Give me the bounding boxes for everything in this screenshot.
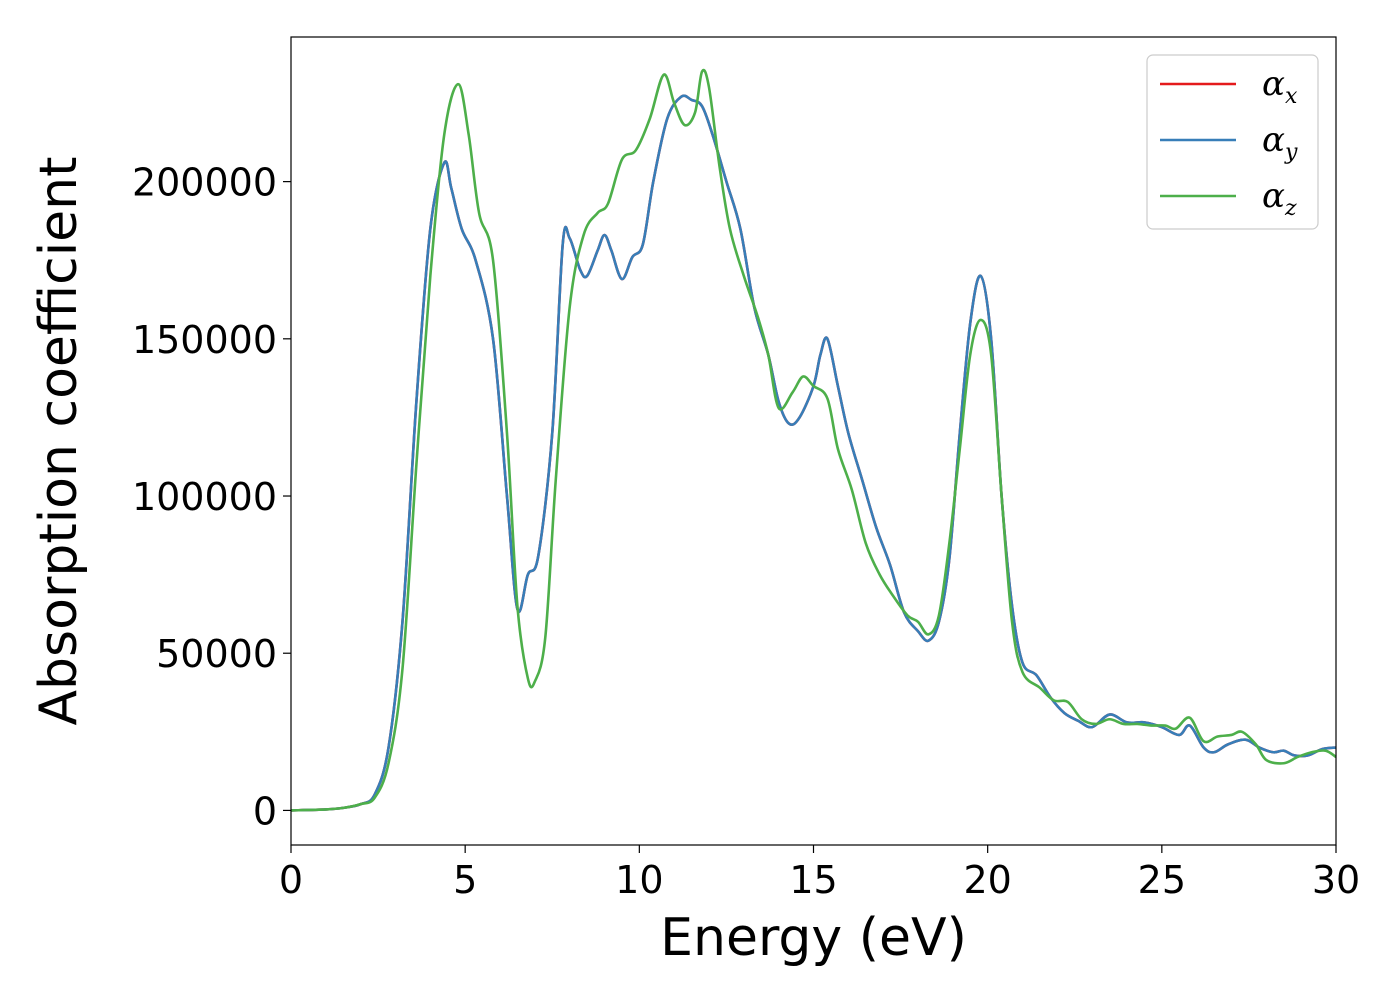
y-axis-label: Absorption coefficient <box>29 156 89 725</box>
y-axis-ticks: 0 50000 100000 150000 200000 <box>132 161 291 833</box>
x-tick-label: 10 <box>615 858 663 902</box>
legend-box <box>1146 54 1319 230</box>
x-axis-ticks: 0 5 10 15 20 25 30 <box>279 845 1360 902</box>
y-tick-label: 50000 <box>156 632 277 676</box>
x-tick-label: 30 <box>1312 858 1360 902</box>
y-tick-label: 0 <box>253 789 277 833</box>
x-axis-label: Energy (eV) <box>660 908 967 968</box>
y-tick-label: 100000 <box>132 475 277 519</box>
x-tick-label: 0 <box>279 858 303 902</box>
x-tick-label: 25 <box>1138 858 1186 902</box>
x-tick-label: 5 <box>453 858 477 902</box>
series-alpha-y-line <box>290 94 1337 812</box>
y-tick-label: 150000 <box>132 318 277 362</box>
y-tick-label: 200000 <box>132 161 277 205</box>
series-layer <box>290 68 1337 812</box>
x-tick-label: 20 <box>963 858 1011 902</box>
series-alpha-z-line <box>290 68 1337 812</box>
x-tick-label: 15 <box>789 858 837 902</box>
